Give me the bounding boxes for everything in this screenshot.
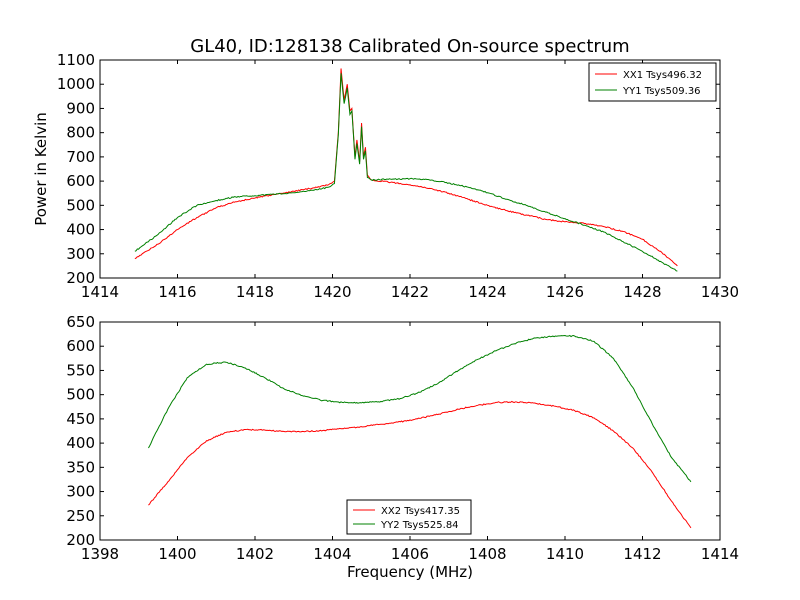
series-line-2 [148, 334, 692, 483]
legend-box [346, 499, 472, 535]
series-line-1 [134, 68, 678, 267]
x-tick-label: 1426 [546, 283, 584, 301]
legend: XX2 Tsys417.35 YY2 Tsys525.84 [346, 499, 472, 535]
series-line-2 [134, 73, 678, 272]
x-tick-label: 1402 [236, 545, 274, 563]
y-tick-label: 400 [66, 221, 95, 239]
x-tick-label: 1414 [81, 283, 119, 301]
y-tick-label: 600 [66, 337, 95, 355]
legend: XX1 Tsys496.32 YY1 Tsys509.36 [588, 62, 717, 102]
y-tick-label: 400 [66, 434, 95, 452]
y-tick-label: 450 [66, 410, 95, 428]
y-axis-label: Power in Kelvin [32, 112, 50, 226]
y-tick-label: 300 [66, 483, 95, 501]
y-tick-label: 700 [66, 148, 95, 166]
legend-entry: XX2 Tsys417.35 [381, 506, 460, 517]
x-tick-label: 1428 [623, 283, 661, 301]
x-tick-label: 1420 [313, 283, 351, 301]
x-tick-label: 1416 [158, 283, 196, 301]
x-tick-label: 1410 [546, 545, 584, 563]
chart-title: GL40, ID:128138 Calibrated On-source spe… [190, 36, 629, 57]
x-tick-label: 1408 [468, 545, 506, 563]
x-tick-label: 1400 [158, 545, 196, 563]
legend-box [588, 62, 717, 102]
y-tick-label: 600 [66, 172, 95, 190]
x-tick-label: 1422 [391, 283, 429, 301]
y-tick-label: 900 [66, 99, 95, 117]
y-tick-label: 200 [66, 531, 95, 549]
y-tick-label: 250 [66, 507, 95, 525]
x-tick-label: 1430 [701, 283, 739, 301]
legend-entry: XX1 Tsys496.32 [623, 70, 702, 81]
x-tick-label: 1398 [81, 545, 119, 563]
y-tick-label: 300 [66, 245, 95, 263]
legend-entry: YY1 Tsys509.36 [622, 86, 701, 97]
legend-entry: YY2 Tsys525.84 [380, 520, 459, 531]
x-tick-label: 1406 [391, 545, 429, 563]
y-tick-label: 1000 [57, 75, 95, 93]
y-tick-label: 800 [66, 124, 95, 142]
bottom-plot-panel: 1398 1400 1402 1404 1406 1408 1410 1412 1414 200 2… [66, 313, 739, 581]
x-tick-label: 1404 [313, 545, 351, 563]
x-axis-label: Frequency (MHz) [347, 563, 473, 581]
y-tick-label: 200 [66, 269, 95, 287]
y-tick-label: 650 [66, 313, 95, 331]
y-tick-label: 500 [66, 196, 95, 214]
series-line-1 [148, 400, 692, 529]
y-tick-label: 1100 [57, 51, 95, 69]
x-tick-label: 1424 [468, 283, 506, 301]
y-tick-label: 550 [66, 361, 95, 379]
x-tick-label: 1412 [623, 545, 661, 563]
top-plot-panel: 1414 1416 1418 1420 1422 1424 1426 1428 1430 200 3… [32, 36, 739, 301]
x-tick-label: 1414 [701, 545, 739, 563]
y-tick-label: 350 [66, 458, 95, 476]
x-tick-label: 1418 [236, 283, 274, 301]
y-tick-label: 500 [66, 386, 95, 404]
